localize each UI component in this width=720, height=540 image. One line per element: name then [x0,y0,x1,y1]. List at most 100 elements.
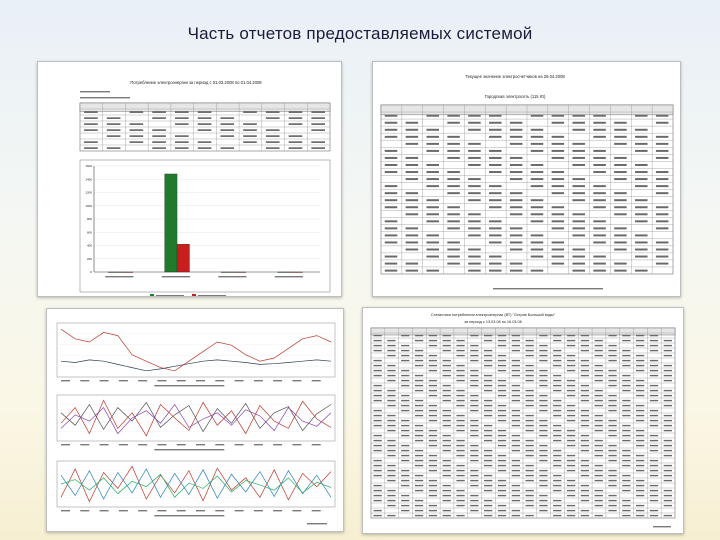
cell-value [566,334,576,337]
cell-value [497,419,507,422]
cell-value [553,339,562,342]
cell-value [414,489,424,492]
cell-value [447,156,460,159]
cell-value [442,514,451,517]
cell-value [551,135,565,138]
cell-value [384,227,398,230]
cell-value [511,439,520,442]
x-tick-label [80,380,90,382]
cell-value [447,241,460,244]
cell-value [470,429,479,432]
cell-value [414,424,424,427]
cell-value [553,484,562,487]
cell-value [414,449,424,452]
cell-value [414,334,424,337]
report-line-charts-canvas [56,322,336,525]
cell-value [594,504,603,507]
cell-value [426,206,439,209]
cell-value [593,241,606,244]
cell-value [484,464,493,467]
cell-value [655,192,669,195]
cell-value [525,364,534,367]
cell-value [511,369,520,372]
cell-value [525,479,534,482]
cell-value [614,241,627,244]
cell-value [566,344,576,347]
cell-value [373,349,382,352]
cell-value [489,156,502,159]
cell-value [511,389,520,392]
cell-value [447,248,460,251]
cell-value [551,227,565,230]
cell-value [405,248,419,251]
cell-value [580,384,590,387]
cell-value [622,334,631,337]
cell-value [636,484,645,487]
cell-value [608,479,617,482]
cell-value [525,399,534,402]
cell-value [649,424,659,427]
bar-chart-frame [79,159,331,293]
cell-value [489,206,502,209]
cell-value [553,354,562,357]
cell-value [484,474,493,477]
cell-value [530,164,544,166]
cell-value [614,213,627,216]
cell-value [387,464,396,467]
cell-value [489,255,502,258]
cell-value [608,334,617,337]
cell-value [373,449,382,452]
cell-value [553,479,562,482]
cell-value [553,384,562,387]
cell-value [384,149,398,152]
cell-value [447,171,460,174]
cell-value [387,514,396,517]
cell-value [608,454,617,457]
cell-value [566,439,576,442]
cell-value [551,156,565,159]
cell-value [530,241,544,244]
cell-value [655,114,669,117]
cell-value [442,384,451,387]
cell-value [551,220,565,223]
cell-value [539,479,548,482]
cell-value [401,459,410,462]
cell-value [553,424,562,427]
bar [164,173,178,273]
cell-value [456,349,465,352]
cell-value [373,459,382,462]
cell-value [384,206,398,209]
cell-value [511,339,520,342]
cell-value [553,434,562,437]
cell-value [428,464,438,467]
small-print-line [80,91,110,93]
cell-value [525,444,534,447]
cell-value [468,185,481,188]
cell-value [594,399,603,402]
cell-value [401,379,410,382]
cell-value [572,142,585,145]
cell-value [655,185,669,188]
cell-value [539,444,548,447]
cell-value [655,121,669,124]
x-tick-label [218,276,247,278]
cell-value [636,494,645,497]
cell-value [636,479,645,482]
cell-value [539,379,548,382]
cell-value [566,434,576,437]
cell-value [265,141,280,143]
line-chart-frame [56,322,336,378]
series-line [60,359,332,372]
cell-value [539,474,548,477]
cell-value [635,164,648,166]
cell-value [456,389,465,392]
cell-value [442,464,451,467]
cell-value [426,269,439,272]
cell-value [387,499,396,502]
cell-value [539,424,548,427]
cell-value [608,349,617,352]
cell-value [129,111,144,113]
cell-value [428,444,438,447]
cell-value [511,344,520,347]
cell-value [484,364,493,367]
